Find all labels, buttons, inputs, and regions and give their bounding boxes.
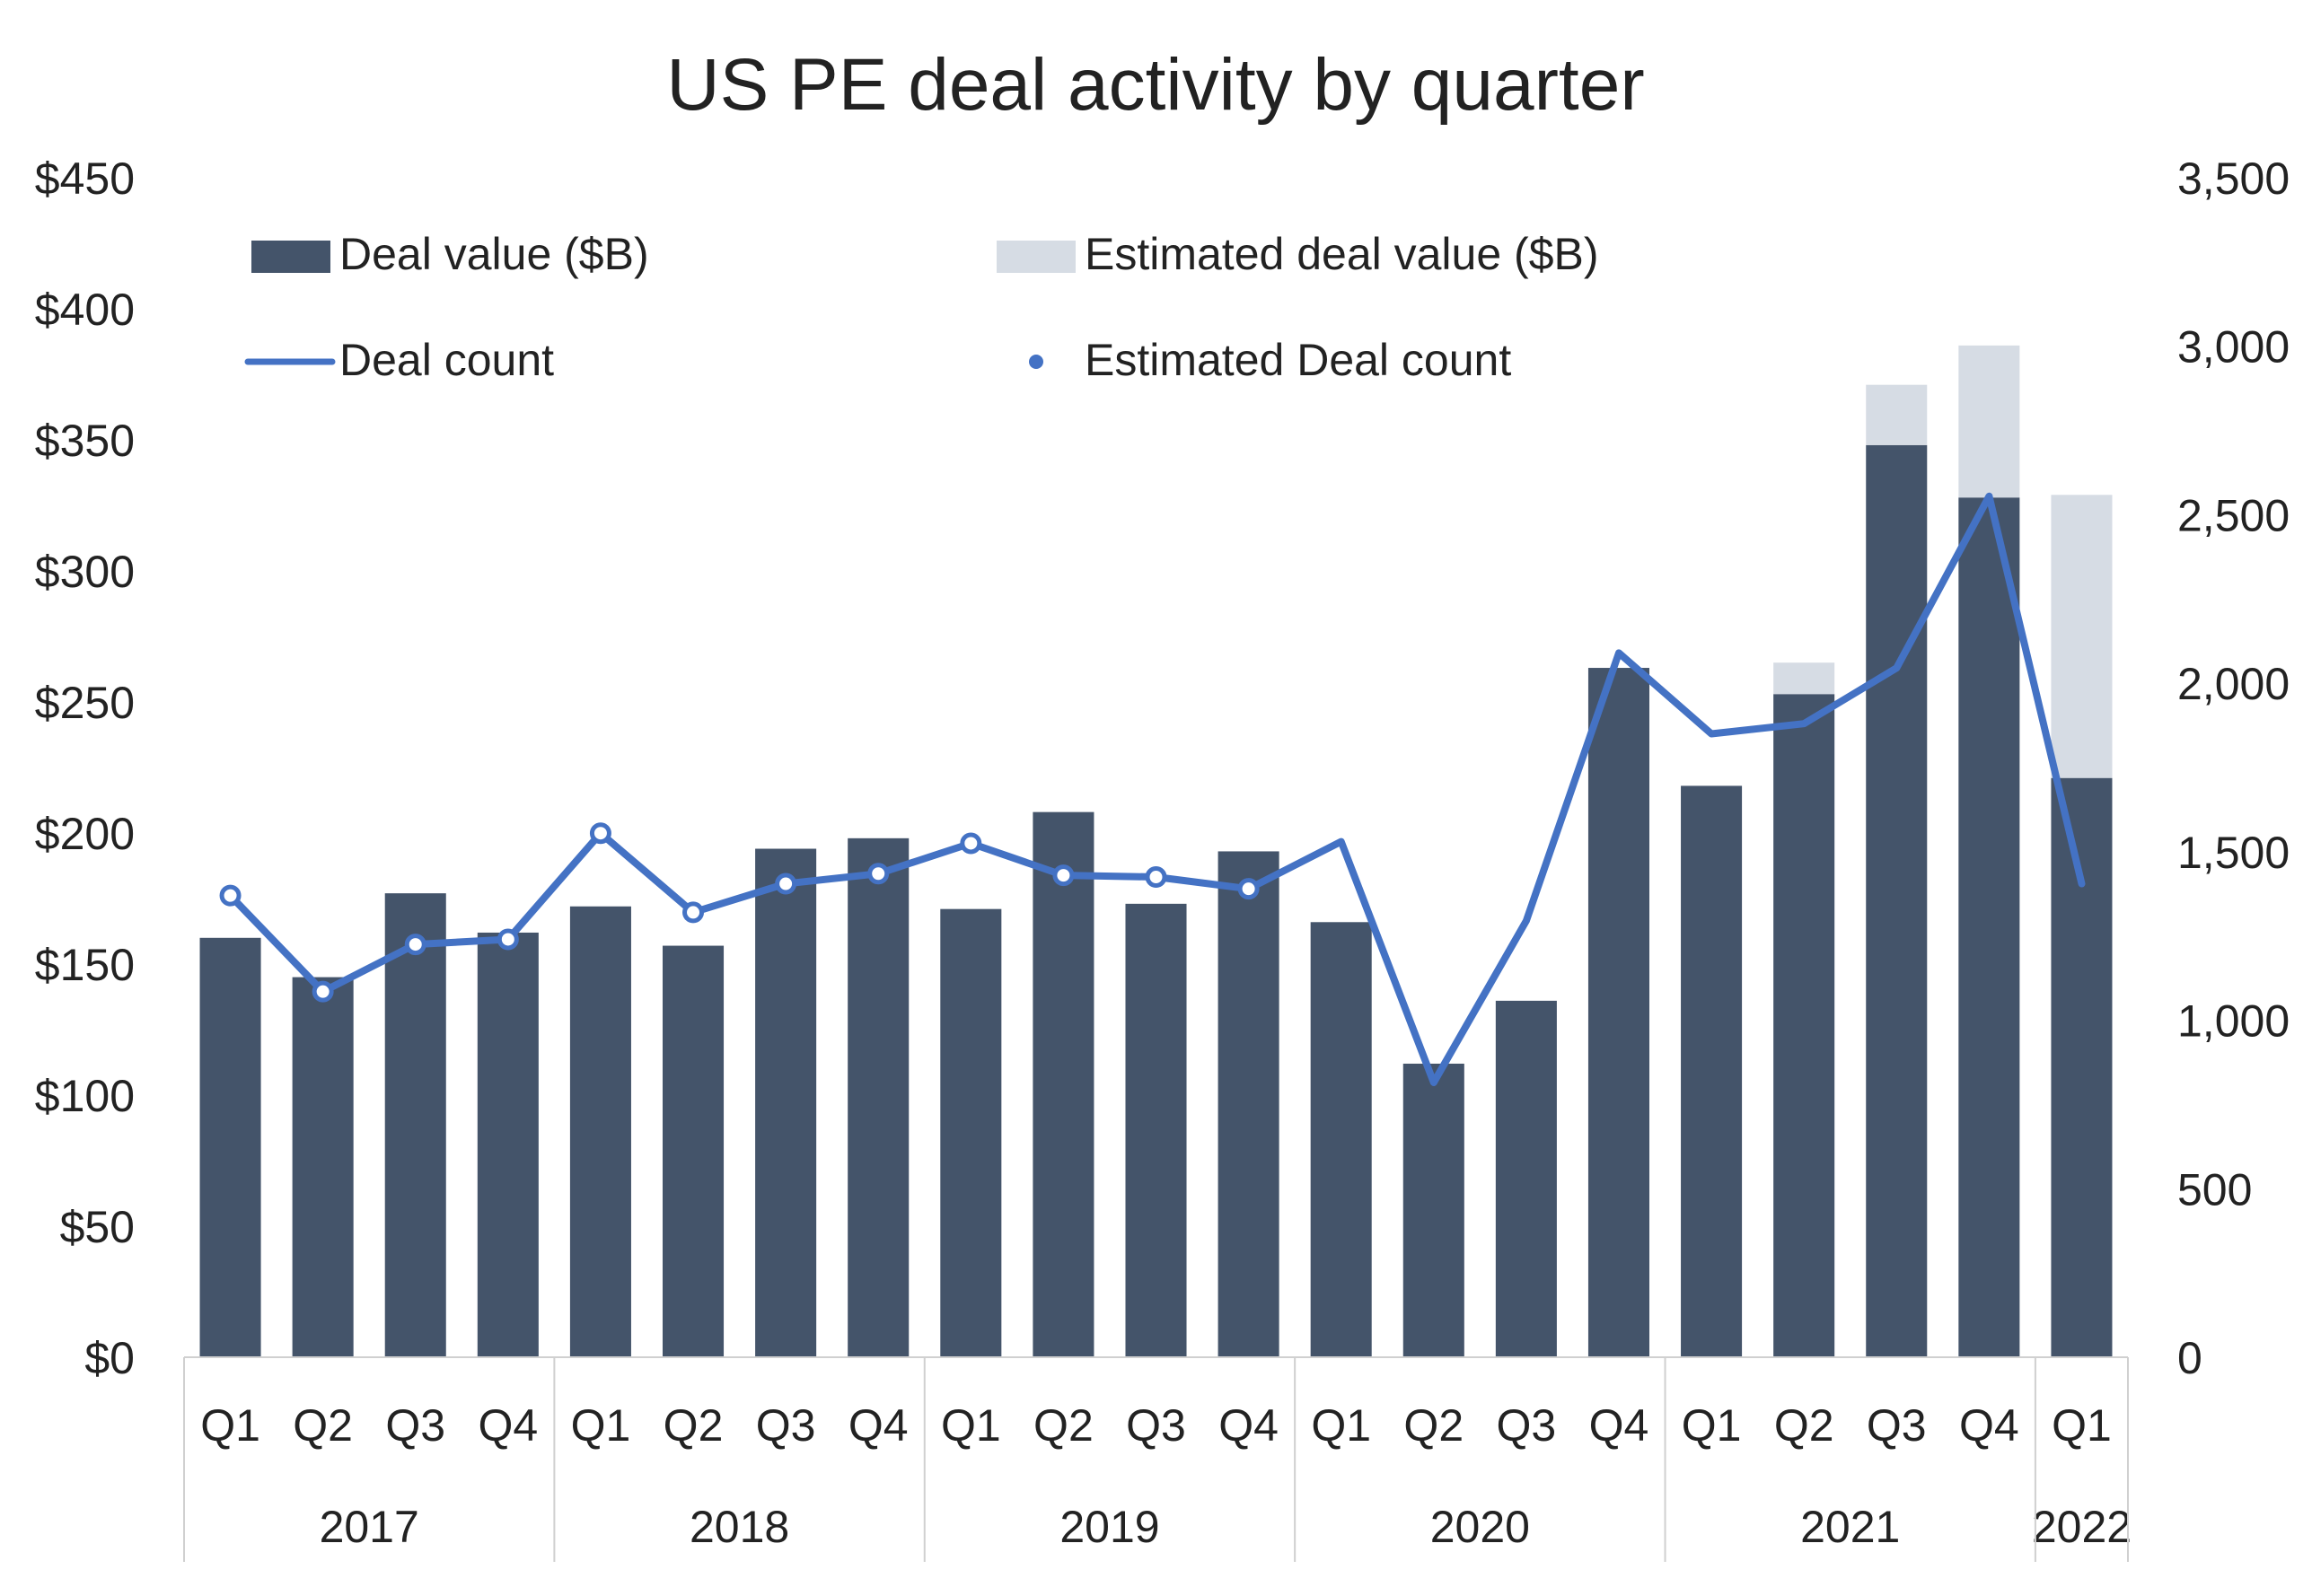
legend-swatch-deal-value	[251, 241, 330, 273]
legend-swatch-estimated-deal-value	[997, 241, 1076, 273]
estimated-deal-count-marker	[1052, 864, 1075, 887]
bar-deal-value	[1958, 497, 2020, 1357]
x-axis-quarter-label: Q1	[1682, 1400, 1742, 1451]
legend-label-deal-count: Deal count	[339, 335, 554, 385]
bar-deal-value	[1033, 811, 1094, 1357]
x-axis-year-label: 2022	[2032, 1502, 2132, 1552]
bar-deal-value	[1310, 922, 1372, 1357]
x-axis-year-label: 2020	[1430, 1502, 1530, 1552]
left-axis-tick-label: $50	[60, 1202, 135, 1252]
bar-estimated-deal-value	[2051, 495, 2113, 778]
x-axis-quarter-label: Q3	[1126, 1400, 1186, 1451]
x-axis-quarter-label: Q1	[1311, 1400, 1371, 1451]
x-axis-year-label: 2018	[690, 1502, 789, 1552]
bar-estimated-deal-value	[1773, 662, 1835, 695]
bar-deal-value	[1125, 903, 1187, 1357]
estimated-deal-count-marker	[682, 901, 705, 924]
x-axis-quarter-label: Q2	[293, 1400, 353, 1451]
bar-deal-value	[1587, 668, 1649, 1357]
bar-deal-value	[1681, 785, 1743, 1357]
chart-title: US PE deal activity by quarter	[666, 44, 1644, 126]
x-axis-quarter-label: Q1	[941, 1400, 1001, 1451]
x-axis-quarter-label: Q4	[848, 1400, 909, 1451]
left-axis: $0 $50 $100 $150 $200 $250 $300 $350 $400 $450	[35, 153, 135, 1383]
x-axis-quarter-label: Q4	[1218, 1400, 1279, 1451]
estimated-deal-count-marker	[497, 928, 519, 951]
left-axis-tick-label: $150	[35, 940, 135, 990]
bar-estimated-deal-value	[1958, 345, 2020, 498]
left-axis-tick-label: $400	[35, 285, 135, 335]
estimated-deal-count-marker	[312, 980, 334, 1003]
x-axis-quarter-label: Q3	[1497, 1400, 1557, 1451]
bar-deal-value	[1495, 1000, 1557, 1357]
estimated-deal-count-marker	[1145, 866, 1167, 889]
x-axis-quarter-label: Q1	[200, 1400, 260, 1451]
estimated-deal-count-marker	[404, 934, 426, 956]
bar-estimated-deal-value	[1866, 384, 1928, 445]
x-axis-year-label: 2017	[320, 1502, 419, 1552]
deal-count-line	[219, 492, 2086, 1086]
bars	[199, 345, 2113, 1358]
right-axis-tick-label: 2,000	[2177, 659, 2290, 709]
bar-deal-value	[1402, 1063, 1464, 1357]
left-axis-tick-label: $450	[35, 153, 135, 204]
right-axis-tick-label: 0	[2177, 1333, 2202, 1383]
bar-deal-value	[2051, 777, 2113, 1357]
bar-deal-value	[663, 945, 725, 1357]
x-axis-quarter-label: Q4	[478, 1400, 538, 1451]
right-axis-tick-label: 500	[2177, 1164, 2252, 1215]
x-axis-quarter-label: Q2	[664, 1400, 724, 1451]
legend: Deal value ($B) Estimated deal value ($B…	[244, 229, 1599, 385]
estimated-deal-count-marker	[775, 873, 797, 895]
legend-label-estimated-deal-value: Estimated deal value ($B)	[1085, 229, 1599, 279]
x-axis-year-label: 2019	[1059, 1502, 1159, 1552]
left-axis-tick-label: $0	[84, 1333, 135, 1383]
estimated-deal-count-marker	[1237, 878, 1260, 900]
estimated-deal-count-marker	[219, 884, 242, 907]
bar-deal-value	[848, 837, 910, 1357]
bar-deal-value	[569, 906, 631, 1357]
bar-deal-value	[199, 937, 261, 1357]
bar-deal-value	[1218, 851, 1279, 1357]
x-axis-quarter-label: Q4	[1959, 1400, 2019, 1451]
bar-deal-value	[1866, 444, 1928, 1358]
right-axis-tick-label: 1,000	[2177, 996, 2290, 1047]
left-axis-tick-label: $350	[35, 416, 135, 466]
x-axis-quarter-label: Q1	[2052, 1400, 2112, 1451]
x-axis-quarter-label: Q2	[1774, 1400, 1834, 1451]
legend-swatch-estimated-deal-count	[1029, 355, 1043, 369]
bar-deal-value	[940, 908, 1002, 1357]
bar-deal-value	[1773, 694, 1835, 1357]
x-axis-quarter-label: Q1	[571, 1400, 631, 1451]
left-axis-tick-label: $100	[35, 1071, 135, 1121]
bar-deal-value	[477, 932, 539, 1357]
left-axis-tick-label: $300	[35, 547, 135, 597]
x-axis-quarter-label: Q2	[1033, 1400, 1094, 1451]
bar-deal-value	[292, 977, 354, 1357]
x-axis-quarter-label: Q3	[385, 1400, 445, 1451]
legend-label-estimated-deal-count: Estimated Deal count	[1085, 335, 1511, 385]
left-axis-tick-label: $200	[35, 809, 135, 859]
x-axis-quarter-label: Q3	[1867, 1400, 1927, 1451]
estimated-deal-count-marker	[960, 832, 982, 855]
x-axis-quarter-label: Q4	[1589, 1400, 1649, 1451]
right-axis: 0 500 1,000 1,500 2,000 2,500 3,000 3,500	[2177, 153, 2290, 1383]
x-axis-year-label: 2021	[1800, 1502, 1900, 1552]
x-axis-quarter-label: Q2	[1403, 1400, 1464, 1451]
bar-deal-value	[755, 848, 817, 1357]
bar-deal-value	[384, 893, 446, 1357]
left-axis-tick-label: $250	[35, 678, 135, 728]
right-axis-tick-label: 3,500	[2177, 153, 2290, 204]
estimated-deal-count-marker	[867, 863, 890, 885]
estimated-deal-count-marker	[589, 822, 611, 845]
legend-label-deal-value: Deal value ($B)	[339, 229, 649, 279]
x-axis-quarter-label: Q3	[756, 1400, 816, 1451]
right-axis-tick-label: 1,500	[2177, 828, 2290, 878]
right-axis-tick-label: 2,500	[2177, 490, 2290, 540]
right-axis-tick-label: 3,000	[2177, 322, 2290, 373]
x-axis: Q1 Q2 Q3 Q4 Q1 Q2 Q3 Q4 Q1 Q2 Q3 Q4 Q1 Q2 Q3 Q4 Q1 Q2 Q3 Q4…	[183, 1356, 2132, 1562]
